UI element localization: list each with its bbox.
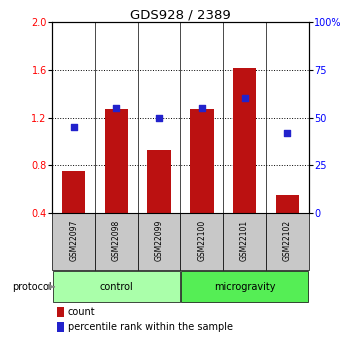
Text: percentile rank within the sample: percentile rank within the sample [68, 322, 233, 332]
Text: GSM22102: GSM22102 [283, 219, 292, 260]
Bar [266, 213, 309, 270]
Bar [95, 213, 138, 270]
Bar [147, 150, 171, 213]
Text: GSM22100: GSM22100 [197, 219, 206, 260]
Bar [52, 213, 95, 270]
Bar [190, 109, 214, 213]
Bar [180, 213, 223, 270]
Bar [275, 195, 299, 213]
Text: count: count [68, 307, 95, 317]
Bar [233, 68, 256, 213]
Title: GDS928 / 2389: GDS928 / 2389 [130, 8, 231, 21]
Text: GSM22098: GSM22098 [112, 219, 121, 260]
Text: microgravity: microgravity [214, 282, 275, 292]
Text: GSM22097: GSM22097 [69, 219, 78, 261]
Bar [105, 109, 128, 213]
Bar [57, 322, 64, 332]
Bar [223, 213, 266, 270]
Text: protocol: protocol [12, 282, 52, 292]
Point [71, 124, 77, 130]
Text: GSM22099: GSM22099 [155, 219, 164, 261]
Point [284, 130, 290, 136]
Bar [53, 272, 180, 302]
Point [156, 115, 162, 120]
Bar [62, 171, 86, 213]
Bar [138, 213, 180, 270]
Text: GSM22101: GSM22101 [240, 219, 249, 260]
Point [113, 105, 119, 111]
Point [242, 96, 247, 101]
Bar [181, 272, 308, 302]
Text: control: control [100, 282, 133, 292]
Bar [57, 307, 64, 317]
Point [199, 105, 205, 111]
